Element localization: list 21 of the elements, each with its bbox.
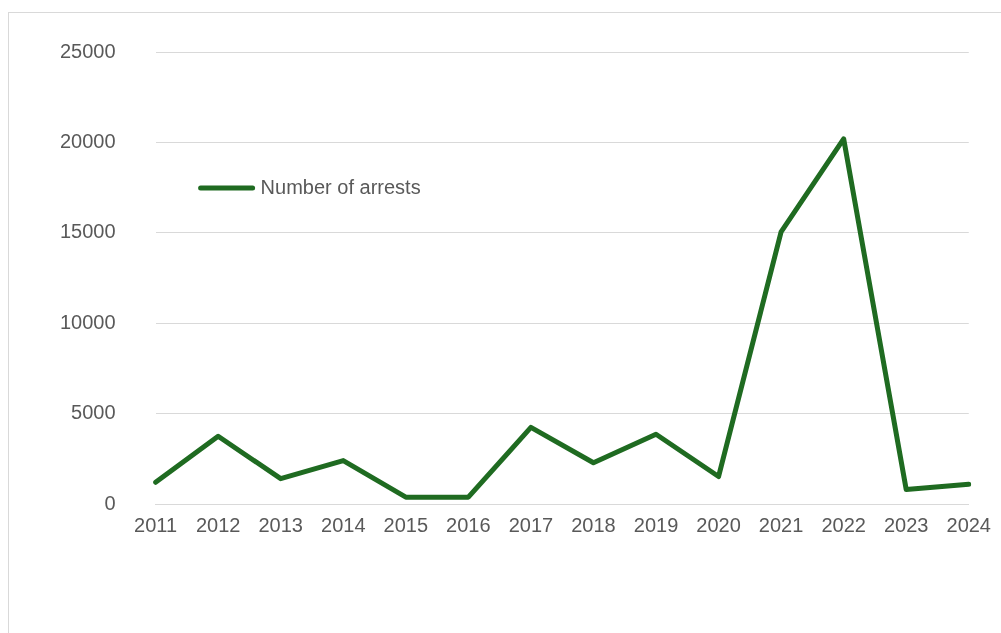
- y-tick-label: 15000: [59, 220, 116, 243]
- legend-label: Number of arrests: [260, 175, 421, 198]
- y-tick-label: 5000: [71, 401, 116, 424]
- x-tick-label: 2015: [383, 513, 429, 536]
- x-tick-label: 2019: [633, 513, 679, 536]
- x-tick-label: 2011: [134, 513, 178, 536]
- x-tick-label: 2018: [571, 513, 616, 536]
- x-tick-label: 2014: [321, 513, 366, 536]
- x-tick-label: 2024: [946, 513, 991, 536]
- x-tick-label: 2016: [446, 513, 491, 536]
- y-tick-label: 20000: [59, 129, 116, 152]
- x-tick-label: 2017: [508, 513, 554, 536]
- x-tick-label: 2020: [696, 513, 741, 536]
- x-tick-label: 2022: [821, 513, 866, 536]
- x-tick-label: 2021: [758, 513, 804, 536]
- y-tick-label: 0: [104, 491, 116, 514]
- x-tick-label: 2013: [258, 513, 303, 536]
- x-tick-label: 2012: [195, 513, 241, 536]
- y-tick-label: 10000: [59, 310, 116, 333]
- x-tick-label: 2023: [883, 513, 929, 536]
- y-tick-label: 25000: [59, 39, 116, 62]
